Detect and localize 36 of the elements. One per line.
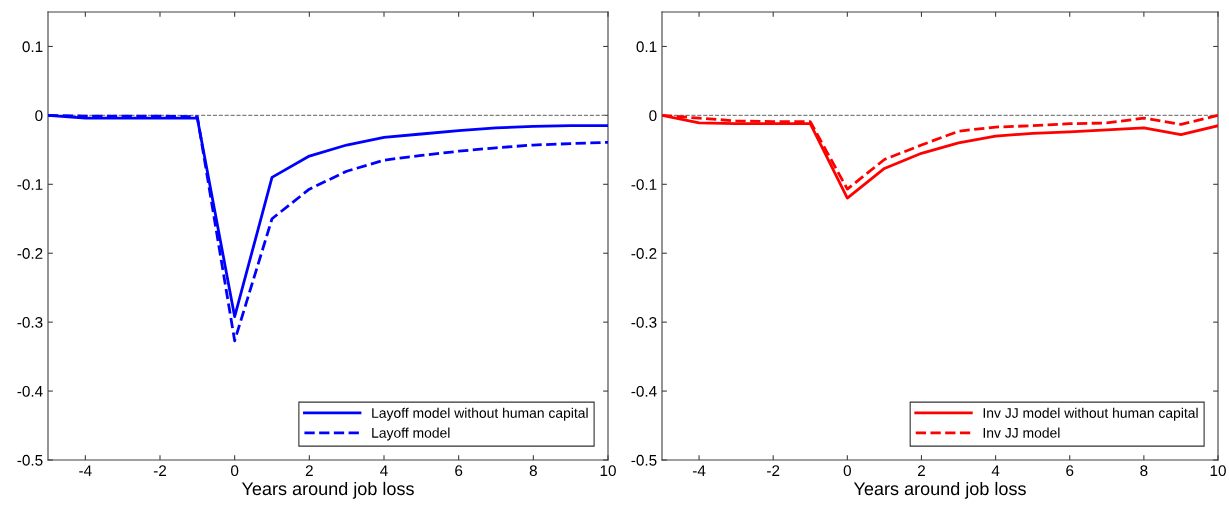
x-tick-label: 0 (843, 465, 851, 477)
y-tick-label: -0.1 (631, 179, 657, 190)
x-tick-label: -2 (767, 465, 780, 476)
x-tick-label: 8 (529, 465, 537, 477)
x-tick-label: -2 (153, 465, 167, 476)
legend-label: Layoff model (372, 427, 450, 441)
x-tick-label: -4 (79, 465, 92, 476)
y-tick-label: -0.3 (631, 317, 657, 328)
y-tick-label: -0.1 (17, 179, 43, 190)
y-tick-label: 0.1 (22, 41, 43, 53)
y-tick-label: -0.5 (17, 454, 43, 466)
x-axis-title: Years around job loss (853, 481, 1026, 499)
x-tick-label: 6 (1066, 465, 1074, 477)
x-tick-label: 4 (991, 465, 1000, 476)
legend-label: Inv JJ model without human capital (983, 407, 1198, 421)
x-tick-label: 10 (1210, 465, 1226, 477)
y-tick-label: 0 (649, 110, 657, 122)
x-tick-label: -4 (692, 465, 706, 476)
x-axis-title: Years around job loss (241, 481, 414, 499)
x-tick-label: 2 (305, 465, 313, 476)
x-tick-label: 2 (917, 465, 925, 476)
y-tick-label: -0.4 (17, 385, 43, 397)
y-tick-label: 0.1 (636, 41, 657, 53)
legend-label: Layoff model without human capital (372, 407, 588, 421)
x-tick-label: 0 (231, 465, 239, 477)
y-tick-label: 0 (35, 110, 43, 122)
legend-label: Inv JJ model (983, 427, 1060, 438)
x-tick-label: 6 (455, 465, 463, 477)
y-tick-label: -0.2 (17, 248, 43, 259)
y-tick-label: -0.5 (631, 454, 657, 466)
x-tick-label: 10 (600, 465, 616, 477)
y-tick-label: -0.2 (631, 248, 657, 259)
x-tick-label: 8 (1140, 465, 1148, 477)
y-tick-label: -0.4 (631, 385, 657, 397)
y-tick-label: -0.3 (17, 317, 43, 328)
x-tick-label: 4 (380, 465, 388, 476)
